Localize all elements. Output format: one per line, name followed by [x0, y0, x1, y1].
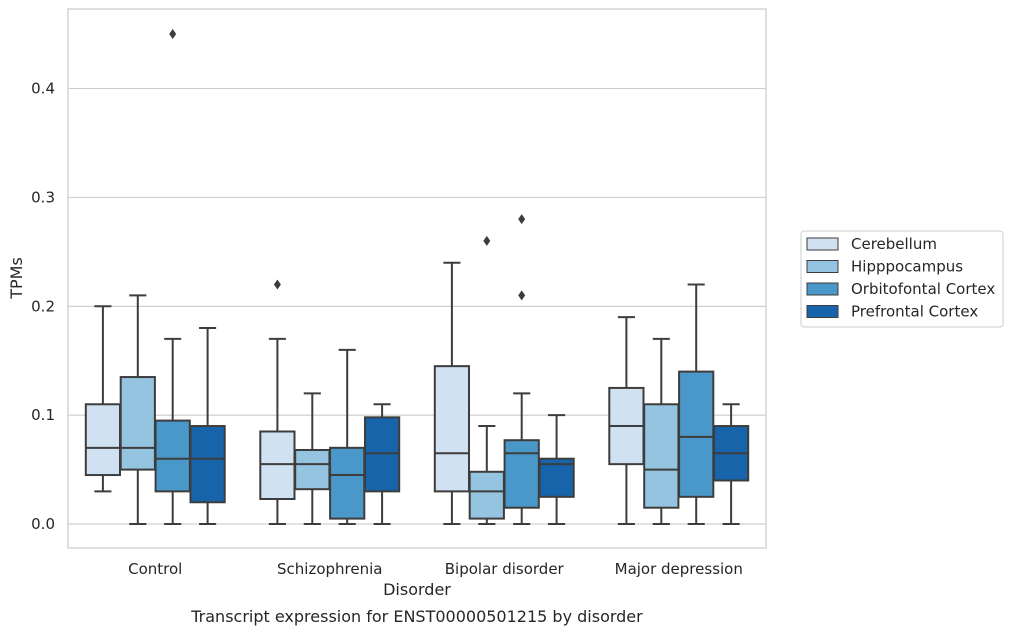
legend-swatch: [806, 260, 839, 273]
legend-label: Orbitofontal Cortex: [851, 280, 995, 298]
outlier-point: [518, 290, 526, 301]
legend-frame: [800, 230, 1004, 328]
box: [503, 439, 540, 509]
box: [189, 425, 226, 504]
box: [294, 449, 331, 491]
box-group: [84, 305, 122, 493]
box: [433, 365, 471, 493]
box: [643, 403, 680, 509]
figure-caption: Transcript expression for ENST0000050121…: [190, 607, 643, 626]
y-tick-label: 0.0: [31, 515, 55, 533]
outlier-point: [169, 29, 177, 40]
box-group: [678, 283, 715, 526]
y-tick-label: 0.1: [31, 406, 55, 424]
box-group: [433, 261, 471, 526]
box: [678, 370, 715, 498]
box: [363, 416, 401, 493]
x-tick-labels: Control Schizophrenia Bipolar disorder Majo…: [128, 560, 743, 578]
box-group: [643, 337, 680, 526]
box: [84, 403, 122, 477]
legend-swatch: [806, 282, 839, 296]
box-group: [503, 214, 540, 526]
y-axis-label: TPMs: [7, 257, 26, 300]
box-group: [538, 414, 575, 526]
plot-frame: [67, 8, 767, 549]
legend-label: Hipppocampus: [851, 258, 963, 276]
box: [329, 446, 366, 520]
legend: Cerebellum Hipppocampus Orbitofontal Corte…: [800, 230, 1004, 328]
box-group: [712, 403, 750, 526]
box-group: [119, 294, 156, 526]
x-tick-label: Bipolar disorder: [445, 560, 565, 578]
legend-swatch: [806, 305, 839, 318]
box-group: [468, 235, 505, 526]
box: [119, 376, 156, 471]
box: [468, 470, 505, 520]
legend-swatch: [806, 237, 839, 251]
y-tick-label: 0.3: [31, 188, 55, 206]
box-group: [259, 279, 296, 526]
box-group: [189, 327, 226, 526]
y-tick-label: 0.4: [31, 79, 55, 97]
legend-items: Cerebellum Hipppocampus Orbitofontal Corte…: [806, 235, 995, 321]
box-group: [329, 348, 366, 526]
box-group: [154, 29, 191, 526]
box-group: [294, 392, 331, 526]
y-tick-labels: 0.0 0.1 0.2 0.3 0.4: [31, 79, 55, 533]
outlier-point: [273, 279, 281, 290]
x-tick-label: Major depression: [615, 560, 743, 578]
box: [154, 419, 191, 493]
x-tick-label: Control: [128, 560, 182, 578]
boxplot-series: [84, 29, 750, 526]
legend-label: Prefrontal Cortex: [851, 303, 978, 321]
legend-label: Cerebellum: [851, 235, 937, 253]
box-group: [608, 316, 645, 526]
y-tick-label: 0.2: [31, 297, 55, 315]
x-tick-label: Schizophrenia: [277, 560, 382, 578]
box: [259, 430, 296, 500]
x-axis-label: Disorder: [383, 580, 451, 599]
outlier-point: [483, 235, 491, 246]
box-group: [363, 403, 401, 526]
outlier-point: [518, 214, 526, 225]
